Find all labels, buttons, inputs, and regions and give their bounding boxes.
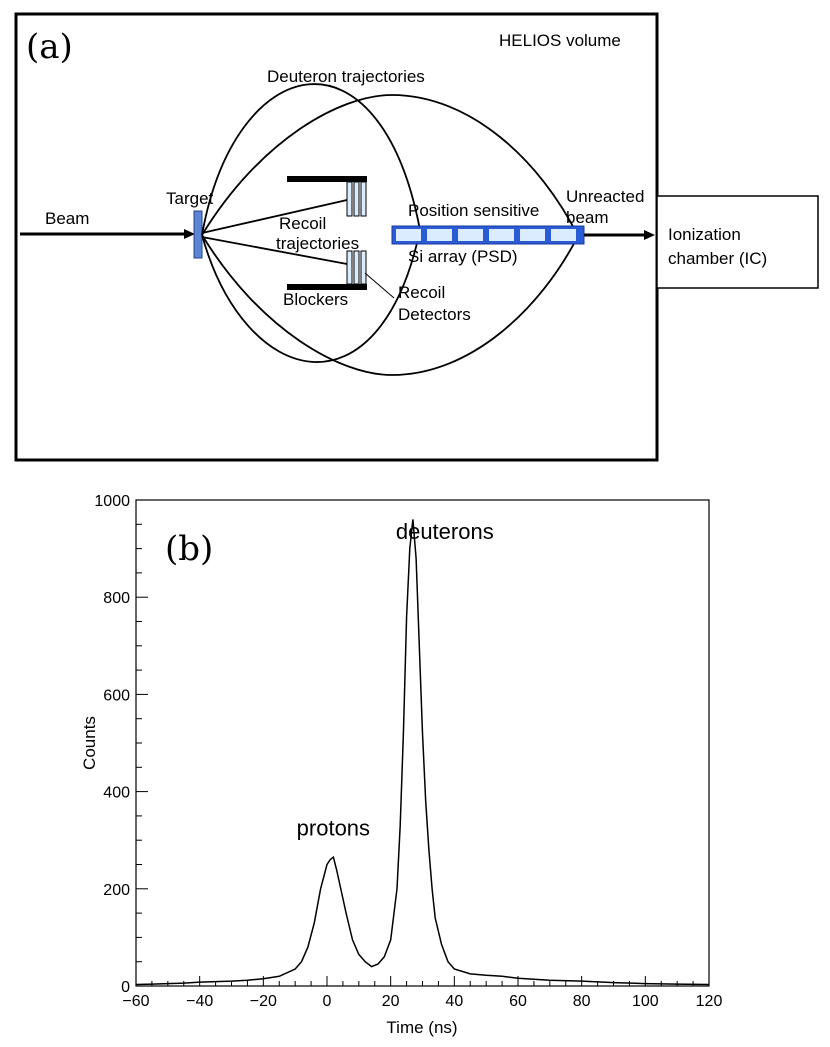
deuteron-trajectories-label: Deuteron trajectories [267,67,425,86]
y-tick-label: 800 [103,590,130,607]
x-tick-label: −40 [186,993,213,1010]
panel-label-b: (b) [165,529,213,569]
unreacted-beam-arrowhead [644,230,655,240]
y-tick-label: 600 [103,687,130,704]
panel-label-a: (a) [26,27,73,67]
psd-label-2: Si array (PSD) [408,247,518,266]
ic-label-line1: Ionization [668,225,741,244]
y-tick-label: 1000 [94,493,130,510]
x-tick-label: −60 [122,993,149,1010]
target-label: Target [166,189,214,208]
histogram-series [135,519,710,986]
y-tick-label: 200 [103,882,130,899]
peak-label-protons: protons [297,815,370,840]
ionization-chamber-box [656,195,819,289]
helios-volume-label: HELIOS volume [499,31,621,50]
recoil-detectors-label-1: Recoil [398,283,445,302]
x-tick-label: −20 [250,993,277,1010]
x-tick-label: 80 [573,993,591,1010]
y-axis-ticks: 0 200 400 600 800 1000 [94,493,148,996]
recoil-trajectory-lower [201,236,348,265]
recoil-trajectory-upper [201,199,348,234]
beam-label: Beam [45,209,89,228]
x-tick-label: 20 [382,993,400,1010]
psd-array [391,225,585,245]
target [193,210,203,259]
x-tick-label: 60 [509,993,527,1010]
x-tick-label: 40 [445,993,463,1010]
psd-label-1: Position sensitive [408,201,539,220]
schematic-panel: (a) HELIOS volume Ionization chamber (IC… [14,12,819,462]
blockers-label: Blockers [283,290,348,309]
x-axis-ticks: −60 −40 −20 0 20 40 60 80 100 120 [122,976,722,1010]
recoil-trajectories-label-1: Recoil [279,214,326,233]
y-tick-label: 0 [121,979,130,996]
recoil-detectors-pointer [364,272,395,299]
blocker-lower [287,284,367,290]
ic-label-line2: chamber (IC) [668,249,767,268]
x-tick-label: 0 [323,993,332,1010]
time-histogram-chart: (b) Time (ns) Counts −60 −40 −20 0 20 40 60 80 1… [80,493,722,1037]
unreacted-beam-label-1: Unreacted [566,187,644,206]
y-axis-title: Counts [80,716,99,770]
recoil-trajectories-label-2: trajectories [276,234,359,253]
unreacted-beam-label-2: beam [566,208,609,227]
blocker-upper [287,176,367,182]
y-tick-label: 400 [103,785,130,802]
peak-annotations: protons deuterons [297,519,494,840]
x-axis-title: Time (ns) [386,1018,457,1037]
recoil-detectors-label-2: Detectors [398,305,471,324]
x-tick-label: 120 [696,993,723,1010]
recoil-detectors-lower [346,250,367,285]
beam-arrowhead [184,229,195,239]
recoil-detectors-upper [346,181,367,217]
peak-label-deuterons: deuterons [396,519,494,544]
x-tick-label: 100 [632,993,659,1010]
